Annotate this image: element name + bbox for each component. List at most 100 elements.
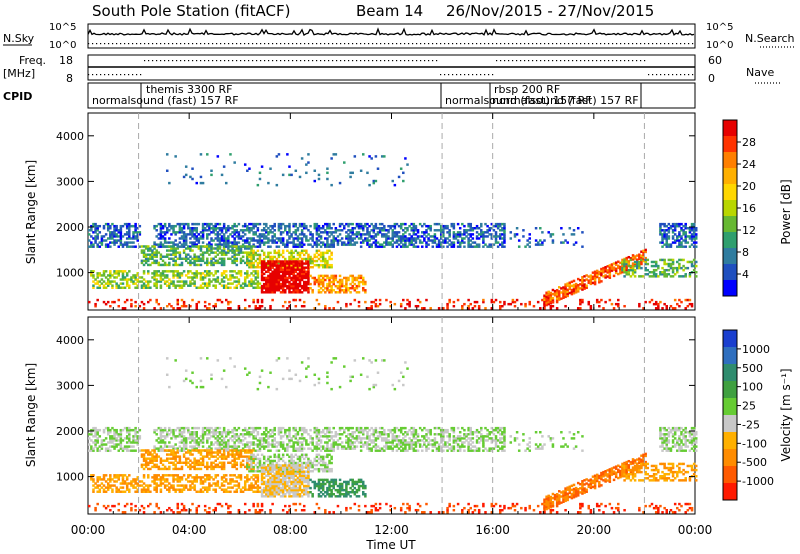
power-cell [254, 276, 258, 279]
power-cell [243, 251, 247, 254]
velocity-cell [121, 439, 125, 442]
power-cell [96, 237, 99, 240]
power-cell [353, 237, 357, 240]
velocity-cell [111, 445, 114, 448]
power-cell [290, 233, 293, 236]
power-cell [305, 235, 308, 238]
velocity-cell [256, 453, 260, 457]
power-cell [123, 300, 127, 304]
power-cell [281, 282, 285, 286]
power-cell [406, 229, 409, 232]
power-cell [241, 282, 245, 285]
velocity-cell [208, 433, 211, 436]
power-cell [410, 222, 413, 226]
power-cell [208, 261, 211, 265]
power-cell [159, 284, 163, 287]
power-cell [621, 266, 624, 270]
power-cell [294, 264, 298, 267]
power-cell [671, 266, 675, 270]
velocity-cell [168, 467, 171, 471]
power-cell [206, 243, 209, 246]
power-cell [265, 231, 268, 234]
power-cell [623, 268, 626, 272]
velocity-cell [235, 461, 239, 465]
velocity-cell [262, 488, 266, 492]
velocity-cell [96, 431, 99, 434]
power-cell [665, 275, 669, 278]
velocity-cell [142, 488, 146, 491]
power-cell [203, 227, 207, 230]
power-cell [292, 237, 295, 240]
nsky-label: N.Sky [3, 32, 35, 45]
velocity-cell [165, 480, 169, 483]
velocity-cell [260, 439, 264, 442]
power-cell [235, 245, 239, 248]
power-cell [92, 270, 95, 273]
power-cell [351, 171, 354, 175]
velocity-cell [176, 461, 180, 465]
power-cell [340, 282, 344, 286]
power-cell [214, 270, 217, 273]
power-cell [260, 270, 264, 274]
power-cell [269, 255, 272, 259]
power-cell [452, 235, 456, 238]
power-cell [591, 277, 595, 281]
power-cell [366, 243, 369, 246]
power-cell [332, 280, 335, 284]
power-cell [429, 235, 432, 238]
power-cell [288, 266, 291, 269]
power-cell [267, 270, 270, 274]
power-cell [182, 224, 186, 228]
power-cell [433, 241, 437, 244]
power-cell [324, 304, 327, 308]
power-cell [248, 282, 251, 285]
power-cell [292, 291, 295, 294]
power-cell [277, 261, 281, 265]
power-cell [659, 258, 662, 262]
power-cell [265, 270, 268, 274]
power-cell [435, 237, 439, 240]
power-cell [216, 253, 220, 256]
power-cell [273, 274, 276, 278]
power-cell [311, 237, 314, 240]
power-cell [307, 229, 310, 232]
power-cell [574, 286, 578, 290]
power-cell [252, 251, 255, 255]
power-cell [125, 241, 129, 244]
velocity-cell [203, 486, 207, 489]
power-cell [142, 302, 146, 306]
power-cell [153, 243, 156, 246]
power-cell [353, 227, 357, 230]
power-cell [378, 229, 382, 232]
power-cell [635, 264, 639, 268]
power-cell [393, 224, 397, 228]
velocity-cell [182, 449, 186, 452]
power-cell [562, 296, 565, 299]
power-cell [233, 270, 236, 273]
power-cell [433, 237, 437, 240]
power-cell [324, 261, 327, 265]
velocity-cell [153, 455, 156, 458]
velocity-cell [246, 478, 249, 481]
power-cell [324, 222, 327, 226]
power-cell [317, 235, 321, 238]
power-cell [695, 235, 698, 238]
velocity-cell [262, 464, 266, 467]
power-cell [448, 239, 451, 242]
power-cell [279, 262, 283, 265]
colorbar-swatch [723, 200, 737, 217]
velocity-cell [220, 433, 224, 436]
power-cell [151, 255, 154, 258]
velocity-cell [96, 490, 99, 493]
power-cell [288, 260, 291, 263]
power-cell [319, 278, 323, 282]
power-cell [313, 282, 317, 286]
power-cell [178, 280, 182, 283]
velocity-cell [94, 443, 97, 446]
velocity-cell [260, 474, 264, 478]
velocity-cell [98, 476, 102, 479]
velocity-cell [208, 506, 211, 510]
power-cell [269, 282, 272, 286]
power-cell [220, 263, 224, 267]
power-cell [587, 281, 591, 284]
